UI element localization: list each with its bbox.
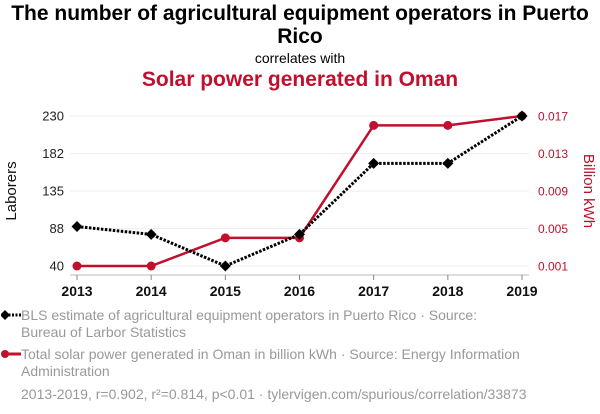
x-tick-label: 2019 (506, 283, 537, 299)
y-tick-label-left: 88 (50, 221, 64, 236)
x-tick-label: 2018 (432, 283, 463, 299)
chart-plot: 40 0.001 88 0.005 135 0.009 182 0.013 230 0.017 20… (3, 109, 597, 300)
chart-title-text: The number of agricultural equipment ope… (11, 2, 589, 48)
data-point-agri-operators (368, 157, 380, 169)
data-point-agri-operators (219, 260, 231, 272)
x-tick-label: 2015 (210, 283, 241, 299)
data-point-solar-oman (146, 261, 156, 271)
x-tick-label: 2014 (136, 283, 167, 299)
chart-subtitle: Solar power generated in Oman (141, 68, 459, 91)
legend-label-series2: Total solar power generated in Oman in b… (21, 346, 520, 379)
data-point-agri-operators (516, 110, 528, 122)
y-tick-label-left: 135 (42, 184, 64, 199)
y-axis-label-right: Billion kWh (580, 154, 597, 228)
chart-footer: 2013-2019, r=0.902, r²=0.814, p<0.01 · t… (21, 386, 527, 402)
data-point-agri-operators (442, 157, 454, 169)
data-point-agri-operators (294, 228, 305, 240)
y-tick-label-left: 230 (42, 109, 64, 124)
legend-swatch-dotted-diamond-icon (1, 310, 21, 320)
y-tick-label-right: 0.013 (538, 147, 568, 161)
y-tick-label-right: 0.017 (538, 110, 568, 124)
chart-title: The number of agricultural equipment ope… (0, 2, 600, 48)
data-point-solar-oman (220, 233, 230, 243)
data-point-solar-oman (443, 120, 453, 130)
y-tick-label-right: 0.005 (538, 222, 568, 236)
y-tick-label-right: 0.001 (538, 260, 568, 274)
data-point-solar-oman (369, 120, 379, 130)
x-tick-label: 2013 (61, 283, 92, 299)
x-tick-label: 2016 (284, 283, 315, 299)
data-point-agri-operators (71, 221, 83, 233)
legend-label-series1: BLS estimate of agricultural equipment o… (21, 307, 478, 340)
legend-swatch-solid-circle-icon (1, 350, 21, 358)
y-tick-label-left: 40 (50, 259, 64, 274)
y-tick-label-right: 0.009 (538, 185, 568, 199)
x-tick-label: 2017 (358, 283, 389, 299)
data-point-solar-oman (72, 261, 82, 271)
legend-item-series1: BLS estimate of agricultural equipment o… (21, 307, 521, 340)
legend-item-series2: Total solar power generated in Oman in b… (21, 346, 521, 379)
y-tick-label-left: 182 (42, 146, 64, 161)
y-axis-label-left: Laborers (3, 161, 20, 220)
data-point-agri-operators (145, 228, 157, 240)
chart-connector: correlates with (254, 50, 346, 66)
